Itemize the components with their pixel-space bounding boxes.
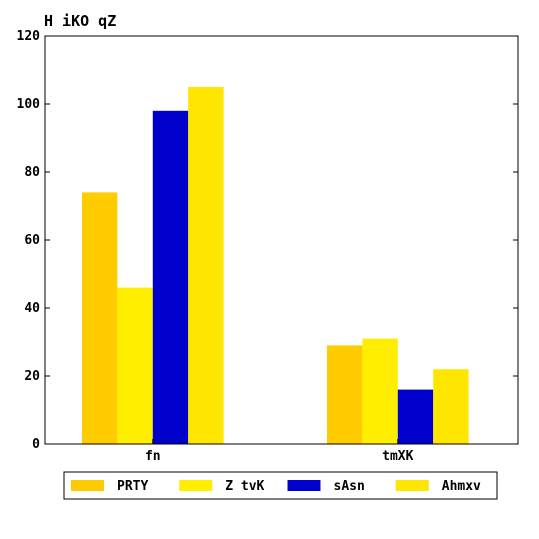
legend-label: Ahmxv — [442, 479, 481, 494]
y-axis: 0 20 40 60 80 100 120 — [17, 29, 518, 452]
y-tick-label: 120 — [17, 29, 41, 44]
bar-sasn-tmxk — [397, 389, 434, 444]
legend-swatch — [71, 480, 104, 491]
y-tick-label: 60 — [24, 233, 40, 248]
x-tick-label: tmXK — [382, 449, 413, 464]
x-axis: fn tmXK — [145, 439, 414, 464]
y-tick-label: 0 — [32, 437, 40, 452]
chart-title: H iKO qZ — [44, 12, 116, 30]
legend-swatch — [179, 480, 213, 491]
y-tick-label: 20 — [24, 369, 40, 384]
bar-prty-tmxk — [327, 345, 363, 444]
legend-swatch — [287, 480, 321, 491]
y-tick-label: 80 — [24, 165, 40, 180]
y-tick-label: 100 — [17, 97, 41, 112]
x-tick-label: fn — [145, 449, 161, 464]
bar-z-tvk-fn — [117, 287, 153, 444]
y-tick-label: 40 — [24, 301, 40, 316]
plot-frame — [44, 35, 519, 445]
legend-label: Z tvK — [225, 479, 264, 494]
bar-sasn-fn — [152, 110, 189, 445]
bar-ahmxv-fn — [188, 87, 224, 444]
bar-ahmxv-tmxk — [433, 369, 469, 444]
legend-label: sAsn — [334, 479, 365, 494]
bars-group — [81, 87, 469, 445]
legend: PRTY Z tvK sAsn Ahmxv — [63, 471, 498, 500]
legend-swatch — [395, 480, 429, 491]
bar-prty-fn — [81, 192, 118, 444]
bar-z-tvk-tmxk — [362, 338, 398, 444]
legend-label: PRTY — [117, 479, 148, 494]
